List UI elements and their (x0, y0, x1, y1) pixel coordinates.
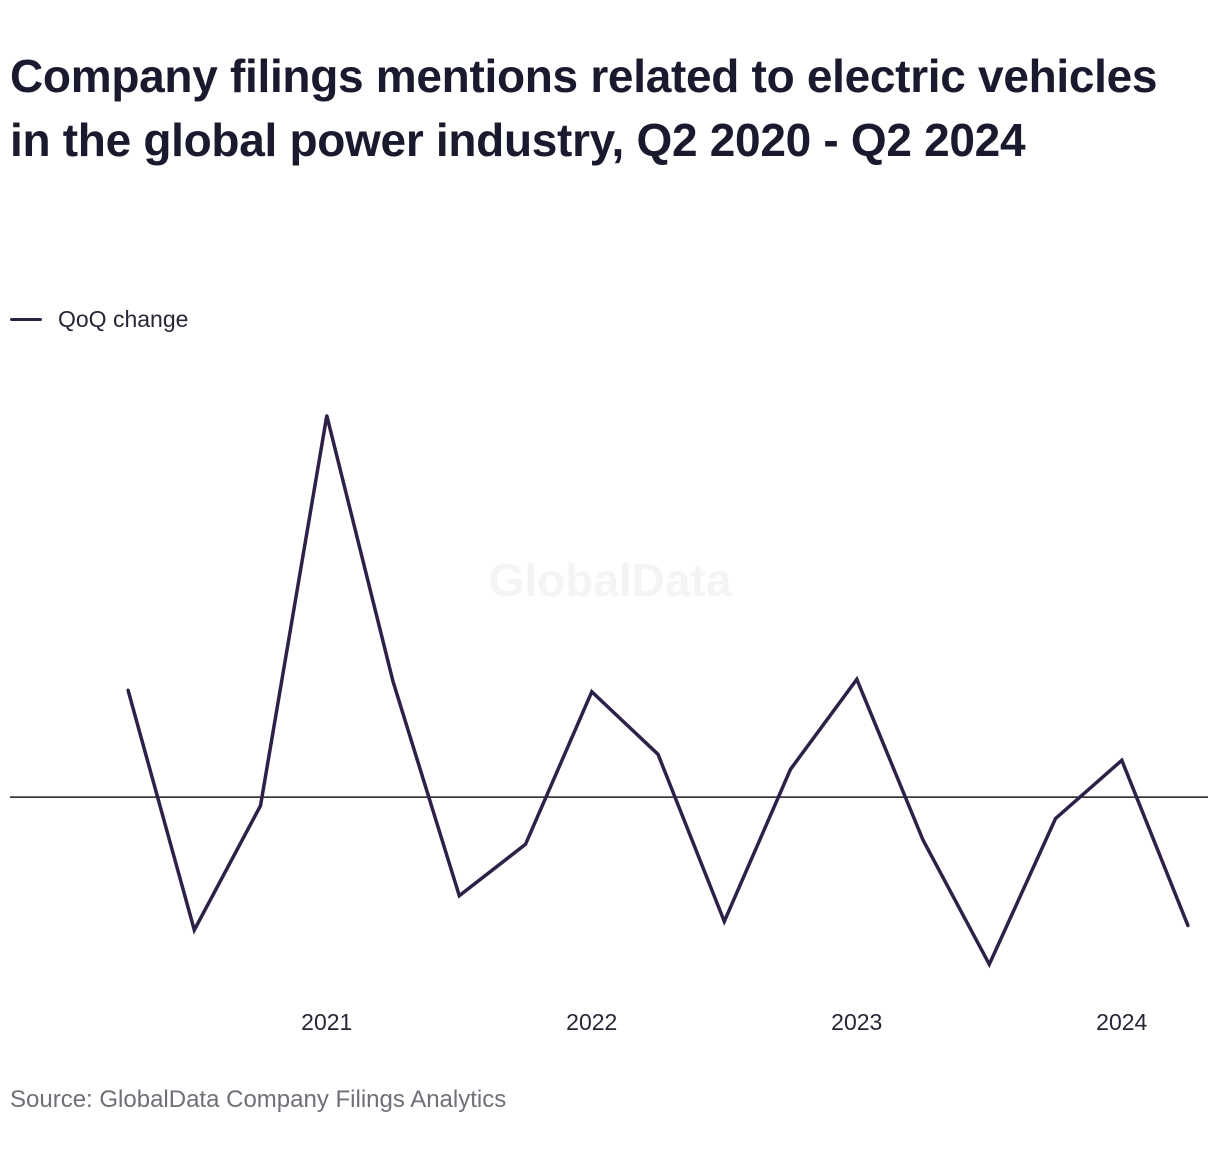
data-point (126, 688, 130, 692)
x-tick-label: 2022 (566, 1009, 617, 1035)
data-point (1120, 758, 1124, 762)
x-tick-label: 2023 (831, 1009, 882, 1035)
data-point (987, 962, 991, 966)
data-point (921, 838, 925, 842)
data-point (457, 894, 461, 898)
watermark: GlobalData (489, 554, 732, 606)
data-point (1054, 817, 1057, 821)
data-point (391, 679, 395, 683)
data-point (325, 414, 329, 418)
data-point (192, 928, 196, 932)
source-note: Source: GlobalData Company Filings Analy… (10, 1086, 507, 1113)
data-point (722, 919, 726, 923)
chart-title: Company filings mentions related to elec… (10, 50, 1158, 166)
data-point (656, 752, 660, 756)
x-tick-label: 2024 (1096, 1009, 1147, 1035)
data-point (590, 690, 594, 694)
series-line-0 (126, 415, 1190, 969)
data-point (1186, 924, 1190, 928)
data-point (855, 677, 859, 681)
legend-label: QoQ change (58, 306, 189, 332)
data-point (524, 842, 527, 846)
data-point (789, 767, 792, 771)
legend-swatch (10, 318, 42, 321)
legend: QoQ change (10, 306, 188, 333)
data-point (259, 804, 262, 808)
x-tick-label: 2021 (301, 1009, 352, 1035)
